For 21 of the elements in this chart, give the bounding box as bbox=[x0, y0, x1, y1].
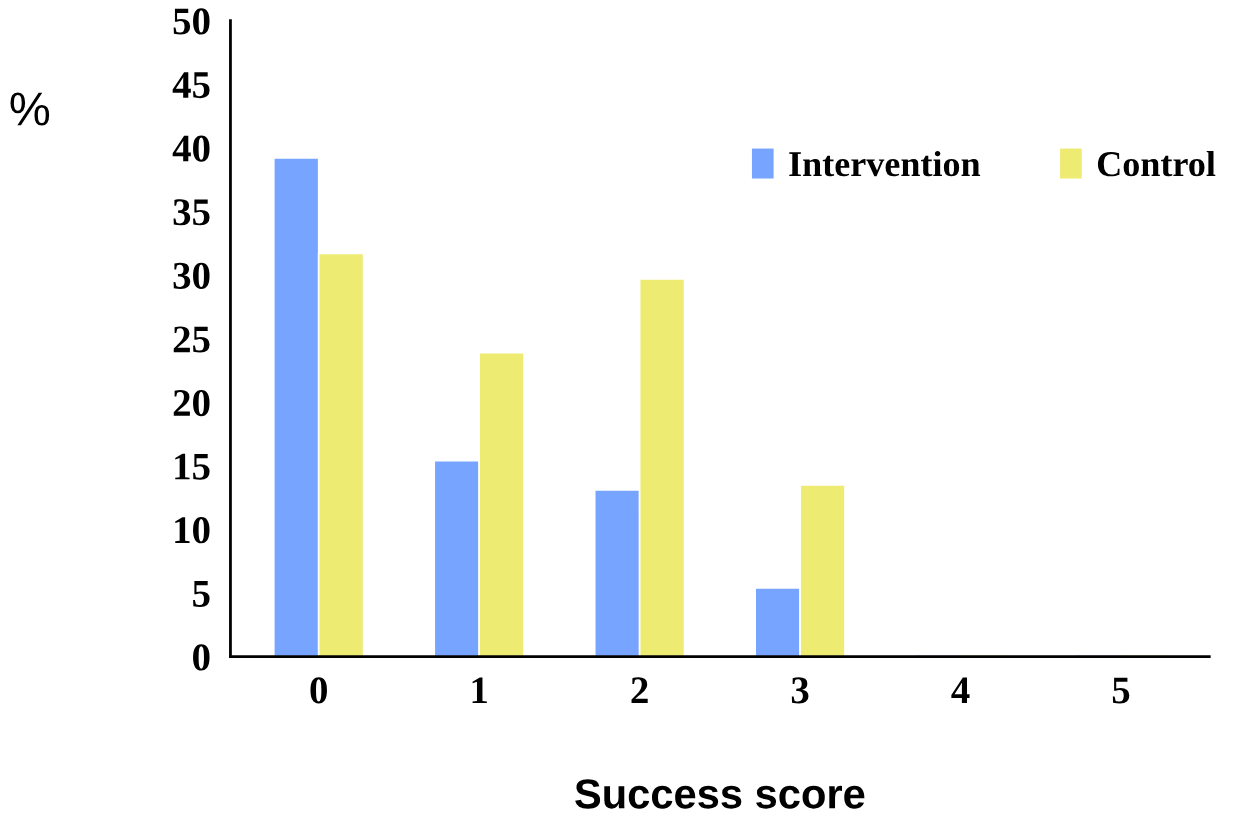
x-tick-label: 1 bbox=[472, 677, 487, 704]
y-tick-label: 20 bbox=[173, 389, 210, 417]
y-tick-label: 0 bbox=[193, 644, 210, 671]
y-tick-label: 25 bbox=[173, 326, 210, 353]
y-tick-label: 15 bbox=[175, 453, 210, 480]
y-axis-title: % bbox=[10, 92, 50, 126]
y-tick-label: 45 bbox=[172, 72, 210, 99]
x-axis-title: Success score bbox=[575, 779, 865, 809]
y-tick-label: 5 bbox=[193, 581, 210, 607]
x-tick-label: 4 bbox=[951, 677, 970, 704]
y-tick-label: 40 bbox=[172, 135, 210, 162]
x-tick-label: 5 bbox=[1112, 677, 1130, 704]
legend-label: Control bbox=[1097, 150, 1216, 177]
x-tick-label: 2 bbox=[631, 677, 648, 704]
y-tick-label: 35 bbox=[173, 199, 210, 226]
y-tick-label: 30 bbox=[173, 262, 210, 289]
y-tick-label: 10 bbox=[175, 517, 210, 544]
y-tick-label: 50 bbox=[173, 8, 210, 35]
x-tick-label: 3 bbox=[791, 677, 809, 704]
x-tick-label: 0 bbox=[310, 677, 327, 704]
legend-label: Intervention bbox=[789, 150, 981, 177]
